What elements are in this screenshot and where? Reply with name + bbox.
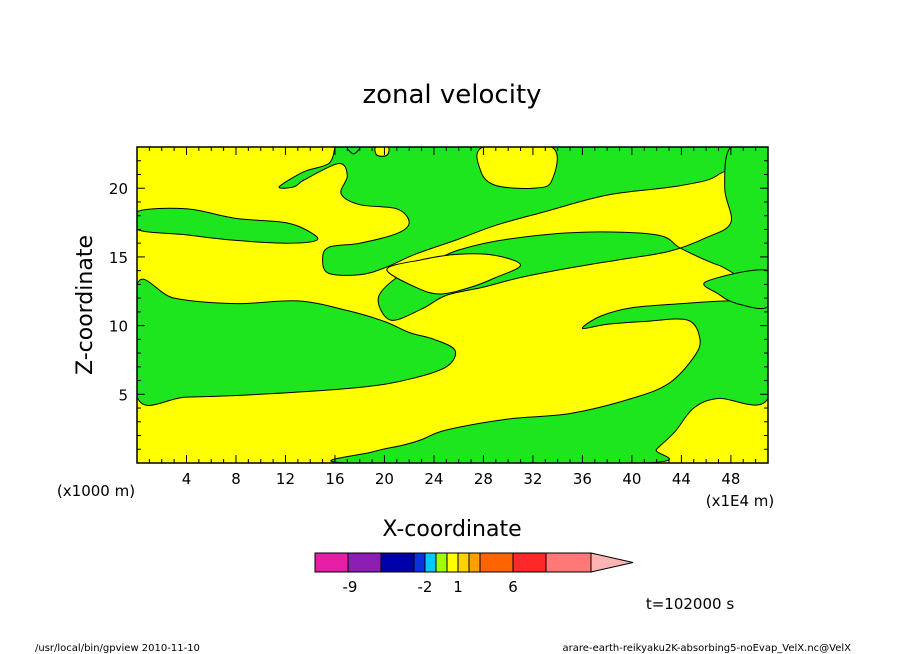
- x-tick-label: 12: [276, 470, 295, 488]
- top-left-yellow-notch: [346, 147, 361, 155]
- x-tick-label: 28: [474, 470, 493, 488]
- y-tick-label: 20: [109, 180, 128, 198]
- colorbar-swatch: [479, 552, 514, 573]
- x-tick-label: 4: [182, 470, 192, 488]
- colorbar-swatch: [314, 552, 349, 573]
- mid-right-green-region: [330, 295, 768, 463]
- x-tick-label: 8: [231, 470, 241, 488]
- top-yellow-pocket: [476, 147, 558, 189]
- x-unit-left: (x1000 m): [57, 482, 135, 500]
- top-green-region: [278, 147, 759, 276]
- x-tick-label: 36: [573, 470, 592, 488]
- right-edge-green-strip: [703, 269, 768, 310]
- colorbar-swatch: [347, 552, 382, 573]
- green-regions: [137, 147, 768, 463]
- colorbar-tick-label: -9: [343, 578, 358, 596]
- x-tick-label: 48: [721, 470, 740, 488]
- x-tick-label: 24: [424, 470, 443, 488]
- y-axis-label: Z-coordinate: [73, 235, 98, 375]
- x-tick-label: 20: [375, 470, 394, 488]
- plot-area: [136, 146, 769, 464]
- x-tick-label: 44: [672, 470, 691, 488]
- time-label: t=102000 s: [646, 595, 734, 613]
- colorbar: [314, 552, 634, 573]
- colorbar-swatch: [457, 552, 470, 573]
- y-tick-label: 5: [118, 386, 128, 404]
- y-tick-label: 15: [109, 249, 128, 267]
- colorbar-swatch: [435, 552, 448, 573]
- x-axis-label: X-coordinate: [382, 517, 521, 542]
- colorbar-swatch: [468, 552, 481, 573]
- colorbar-swatch: [545, 552, 592, 573]
- small-yellow-notch: [374, 147, 390, 157]
- upper-mid-yellow-pocket: [386, 253, 522, 295]
- colorbar-arrow: [590, 552, 634, 573]
- colorbar-swatch: [512, 552, 547, 573]
- y-tick-label: 10: [109, 318, 128, 336]
- footer-left: /usr/local/bin/gpview 2010-11-10: [35, 643, 200, 654]
- plot-frame: [136, 146, 769, 464]
- y-axis-ticks: 5 10 15 20: [109, 146, 768, 464]
- upper-left-green-band: [137, 207, 319, 244]
- colorbar-labels: -9 -2 1 6: [343, 578, 518, 596]
- colorbar-tick-label: 6: [508, 578, 518, 596]
- colorbar-swatch: [380, 552, 415, 573]
- lower-green-band: [137, 278, 457, 406]
- colorbar-swatch: [446, 552, 459, 573]
- x-tick-label: 16: [325, 470, 344, 488]
- colorbar-swatch: [413, 552, 426, 573]
- colorbar-tick-label: 1: [453, 578, 463, 596]
- chart-title: zonal velocity: [362, 80, 541, 110]
- colorbar-tick-label: -2: [418, 578, 433, 596]
- x-tick-label: 32: [523, 470, 542, 488]
- yellow-islands: [374, 147, 558, 295]
- x-unit-right: (x1E4 m): [706, 492, 775, 510]
- colorbar-swatch: [424, 552, 437, 573]
- footer-right: arare-earth-reikyaku2K-absorbing5-noEvap…: [563, 643, 852, 654]
- x-axis-ticks: 4 8 12 16 20 24 28 32 36 40 44 48: [136, 147, 769, 488]
- x-tick-label: 40: [622, 470, 641, 488]
